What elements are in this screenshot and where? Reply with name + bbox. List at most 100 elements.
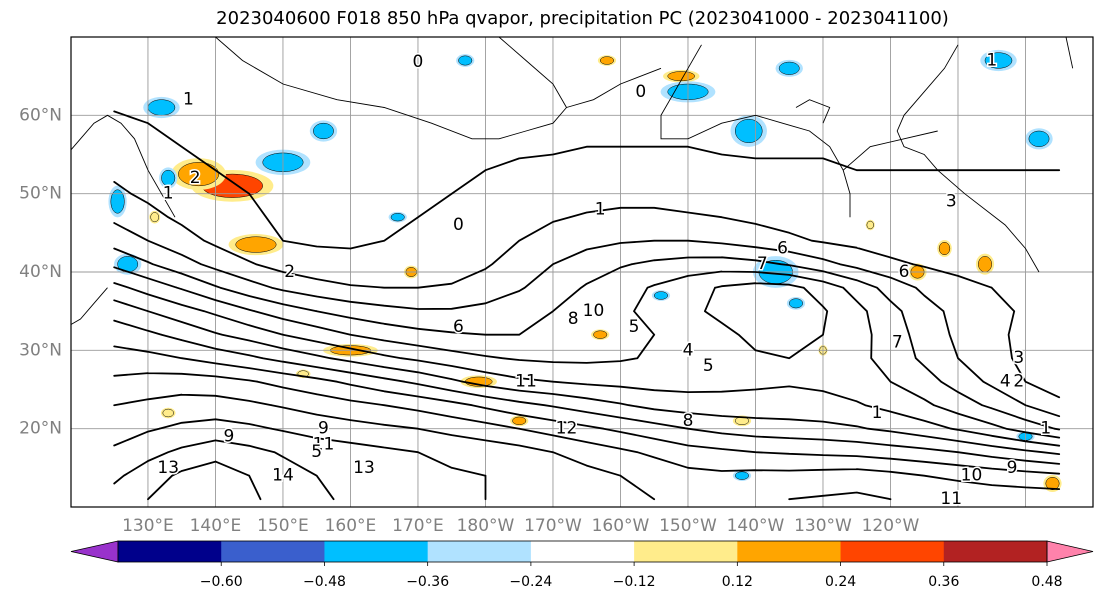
longitude-label: 180°W bbox=[457, 516, 515, 536]
precip-patch bbox=[788, 298, 803, 309]
contour-label: 12 bbox=[556, 419, 578, 439]
colorbar-tick-label: −0.24 bbox=[509, 574, 552, 590]
colorbar-tick-label: −0.60 bbox=[200, 574, 243, 590]
colorbar-under-arrow bbox=[70, 540, 119, 563]
latitude-label: 50°N bbox=[19, 184, 62, 204]
contour-line-3 bbox=[113, 222, 1061, 418]
precip-patch bbox=[653, 291, 668, 300]
longitude-label: 140°E bbox=[190, 516, 242, 536]
contour-label: 8 bbox=[568, 309, 579, 329]
precip-patch bbox=[778, 61, 800, 75]
colorbar-tick-label: −0.48 bbox=[303, 574, 346, 590]
contour-line-14 bbox=[147, 460, 262, 501]
contour-label: 0 bbox=[635, 82, 646, 102]
contour-label: 6 bbox=[777, 239, 788, 259]
contour-label: 14 bbox=[272, 466, 294, 486]
latitude-label: 60°N bbox=[19, 105, 62, 125]
coastline bbox=[660, 44, 851, 218]
contour-label: 3 bbox=[1013, 348, 1024, 368]
precip-patch bbox=[178, 162, 220, 187]
contour-label: 5 bbox=[629, 317, 640, 337]
contour-label: 9 bbox=[318, 419, 329, 439]
longitude-tick-labels: 130°E 140°E 150°E 160°E 170°E 180°W 170°W 160°W… bbox=[122, 516, 919, 536]
contour-label: 10 bbox=[583, 301, 605, 321]
contour-line-2 bbox=[113, 181, 1061, 399]
colorbar-swatch bbox=[737, 541, 842, 562]
gridlines bbox=[71, 37, 1093, 507]
contour-line-7 bbox=[113, 299, 1061, 455]
contour-line-4 bbox=[113, 247, 1061, 431]
colorbar-tick-label: −0.12 bbox=[613, 574, 656, 590]
longitude-label: 170°E bbox=[392, 516, 444, 536]
latitude-tick-labels: 60°N 50°N 40°N 30°N 20°N bbox=[19, 105, 62, 438]
colorbar-swatch bbox=[943, 541, 1048, 562]
precip-patch bbox=[313, 122, 334, 140]
contour-label: 11 bbox=[940, 489, 962, 509]
latitude-label: 20°N bbox=[19, 419, 62, 439]
contour-label: 0 bbox=[413, 52, 424, 72]
contour-label: 2 bbox=[1013, 372, 1024, 392]
coastline bbox=[896, 44, 1040, 273]
precip-patch bbox=[1045, 476, 1060, 491]
contour-label: 13 bbox=[353, 458, 375, 478]
contour-label: 4 bbox=[1000, 372, 1011, 392]
contour-label: 8 bbox=[683, 411, 694, 431]
precip-patch bbox=[150, 212, 160, 223]
contour-label: 11 bbox=[515, 372, 537, 392]
contour-line-8 bbox=[113, 319, 1061, 465]
colorbar-tick-label: −0.36 bbox=[406, 574, 449, 590]
longitude-label: 140°W bbox=[727, 516, 785, 536]
map-frame bbox=[70, 36, 1094, 508]
contour-line-10 bbox=[113, 372, 1061, 490]
contour-label: 6 bbox=[899, 262, 910, 282]
longitude-label: 150°W bbox=[659, 516, 717, 536]
colorbar-swatch bbox=[840, 541, 945, 562]
contour-line-13 bbox=[113, 439, 335, 501]
contour-line-12 bbox=[113, 418, 487, 501]
colorbar-swatch bbox=[634, 541, 738, 562]
longitude-label: 150°E bbox=[257, 516, 309, 536]
precip-patch bbox=[593, 330, 608, 339]
contour-line-5 bbox=[113, 266, 1061, 439]
precip-patch bbox=[390, 213, 405, 222]
contour-label: 13 bbox=[157, 458, 179, 478]
colorbar-swatch bbox=[221, 541, 325, 562]
colorbar-swatch bbox=[324, 541, 429, 562]
contour-label: 1 bbox=[183, 90, 194, 110]
qvapor-contours bbox=[113, 110, 1061, 501]
precip-patch bbox=[458, 55, 473, 66]
precip-patch bbox=[599, 56, 614, 65]
latitude-label: 30°N bbox=[19, 340, 62, 360]
contour-label: 1 bbox=[163, 184, 174, 204]
contour-label: 7 bbox=[892, 333, 903, 353]
contour-label: 1 bbox=[986, 51, 997, 71]
precip-patch bbox=[866, 220, 874, 230]
precip-patch bbox=[110, 189, 125, 214]
contour-label: 9 bbox=[1007, 458, 1018, 478]
colorbar-tick-label: 0.24 bbox=[825, 574, 856, 590]
longitude-label: 170°W bbox=[524, 516, 582, 536]
precip-patch bbox=[162, 408, 174, 418]
contour-label: 3 bbox=[946, 192, 957, 212]
precip-patch bbox=[235, 236, 277, 253]
longitude-label: 120°W bbox=[862, 516, 920, 536]
longitude-label: 160°W bbox=[592, 516, 650, 536]
contour-label: 10 bbox=[961, 466, 983, 486]
contour-label: 1 bbox=[595, 199, 606, 219]
map-title: 2023040600 F018 850 hPa qvapor, precipit… bbox=[216, 8, 949, 29]
colorbar-swatch bbox=[118, 541, 222, 562]
contour-label: 4 bbox=[683, 340, 694, 360]
coastline bbox=[842, 130, 938, 171]
longitude-label: 130°W bbox=[794, 516, 852, 536]
colorbar-frame bbox=[117, 540, 1048, 563]
precip-patch bbox=[734, 471, 749, 480]
precip-patch bbox=[977, 256, 992, 273]
coastline bbox=[71, 287, 108, 326]
contour-label: 1 bbox=[872, 403, 883, 423]
contour-label: 6 bbox=[453, 317, 464, 337]
precip-patch bbox=[938, 241, 951, 256]
precip-patch bbox=[984, 52, 1013, 69]
